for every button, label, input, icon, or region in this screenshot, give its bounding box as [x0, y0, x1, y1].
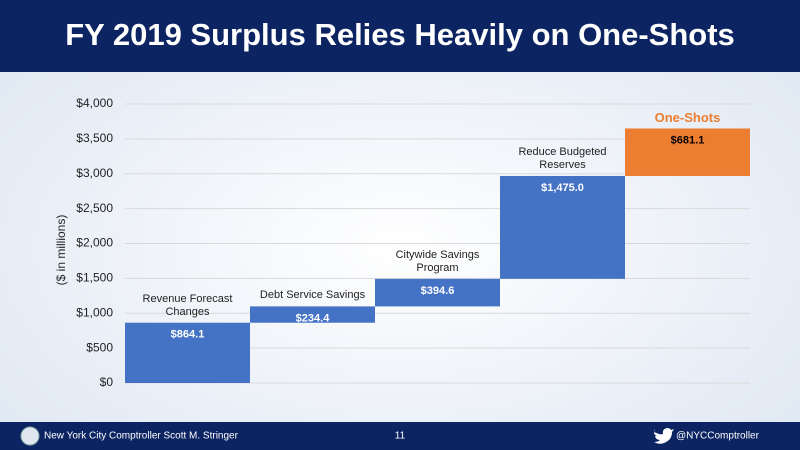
y-tick-label: $4,000 [76, 96, 113, 110]
y-tick-label: $500 [86, 340, 113, 354]
bar [625, 128, 750, 176]
y-tick-label: $0 [100, 375, 114, 389]
footer-left: New York City Comptroller Scott M. Strin… [44, 431, 239, 442]
bar [500, 175, 625, 279]
value-label: $681.1 [671, 134, 705, 146]
category-label: Debt Service Savings [259, 289, 366, 302]
y-axis-label: ($ in millions) [54, 215, 68, 286]
category-label: One-Shots [654, 110, 721, 126]
category-label: Reduce Budgeted Reserves [518, 145, 607, 171]
y-tick-label: $2,000 [76, 236, 113, 250]
value-label: $864.1 [171, 329, 205, 341]
value-label: $394.6 [421, 285, 455, 297]
y-tick-label: $2,500 [76, 201, 113, 215]
y-tick-label: $1,500 [76, 271, 113, 285]
bar [125, 322, 250, 383]
seal-icon [20, 426, 40, 446]
y-tick-label: $3,500 [76, 131, 113, 145]
twitter-icon [654, 428, 674, 444]
footer-right: @NYCComptroller [676, 431, 760, 442]
bar [375, 278, 500, 307]
y-tick-label: $3,000 [76, 166, 113, 180]
category-label: Revenue Forecast Changes [142, 292, 233, 318]
value-label: $234.4 [296, 312, 331, 324]
chart-title: FY 2019 Surplus Relies Heavily on One-Sh… [65, 17, 735, 52]
bar [250, 306, 375, 323]
category-label: Citywide Savings Program [395, 248, 480, 274]
y-tick-label: $1,000 [76, 305, 113, 319]
header [0, 0, 800, 72]
page-number: 11 [395, 431, 406, 442]
value-label: $1,475.0 [541, 182, 584, 194]
